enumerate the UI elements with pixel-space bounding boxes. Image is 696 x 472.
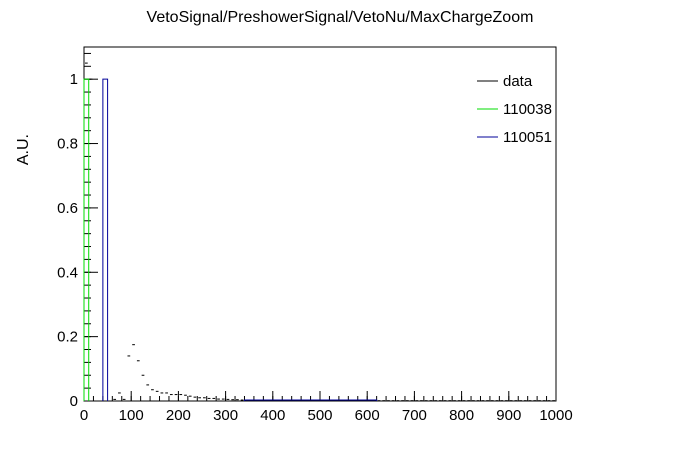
histogram-bar bbox=[243, 399, 378, 401]
x-tick-label: 0 bbox=[80, 407, 88, 424]
chart-title: VetoSignal/PreshowerSignal/VetoNu/MaxCha… bbox=[147, 9, 534, 26]
series-110051 bbox=[102, 78, 378, 401]
y-tick-label: 0 bbox=[70, 393, 78, 410]
histogram-bar bbox=[102, 78, 109, 401]
y-axis: 0 0.2 0.4 0.6 0.8 1 bbox=[57, 52, 98, 410]
legend-label: 110038 bbox=[503, 101, 552, 118]
y-tick-label: 1 bbox=[70, 71, 78, 88]
x-axis: 0 100 200 300 400 500 600 700 800 900 1000 bbox=[80, 391, 573, 424]
y-axis-label: A.U. bbox=[15, 134, 32, 165]
x-tick-label: 800 bbox=[449, 407, 474, 424]
y-tick-label: 0.4 bbox=[57, 264, 78, 281]
plot-frame bbox=[83, 46, 557, 402]
histogram-bar bbox=[83, 78, 90, 401]
y-tick-label: 0.8 bbox=[57, 136, 78, 153]
y-tick-label: 0.2 bbox=[57, 329, 78, 346]
x-tick-label: 600 bbox=[355, 407, 380, 424]
x-tick-label: 900 bbox=[496, 407, 521, 424]
x-tick-label: 700 bbox=[402, 407, 427, 424]
x-tick-label: 500 bbox=[307, 407, 332, 424]
legend: data 110038 110051 bbox=[477, 73, 552, 146]
x-tick-label: 400 bbox=[260, 407, 285, 424]
x-tick-label: 100 bbox=[119, 407, 144, 424]
y-tick-label: 0.6 bbox=[57, 200, 78, 217]
legend-label: data bbox=[503, 73, 533, 90]
series-layer bbox=[83, 62, 555, 402]
series-data bbox=[85, 62, 555, 402]
x-tick-label: 300 bbox=[213, 407, 238, 424]
x-tick-label: 200 bbox=[166, 407, 191, 424]
x-tick-label: 1000 bbox=[539, 407, 572, 424]
series-110038 bbox=[83, 78, 90, 401]
legend-label: 110051 bbox=[503, 129, 552, 146]
